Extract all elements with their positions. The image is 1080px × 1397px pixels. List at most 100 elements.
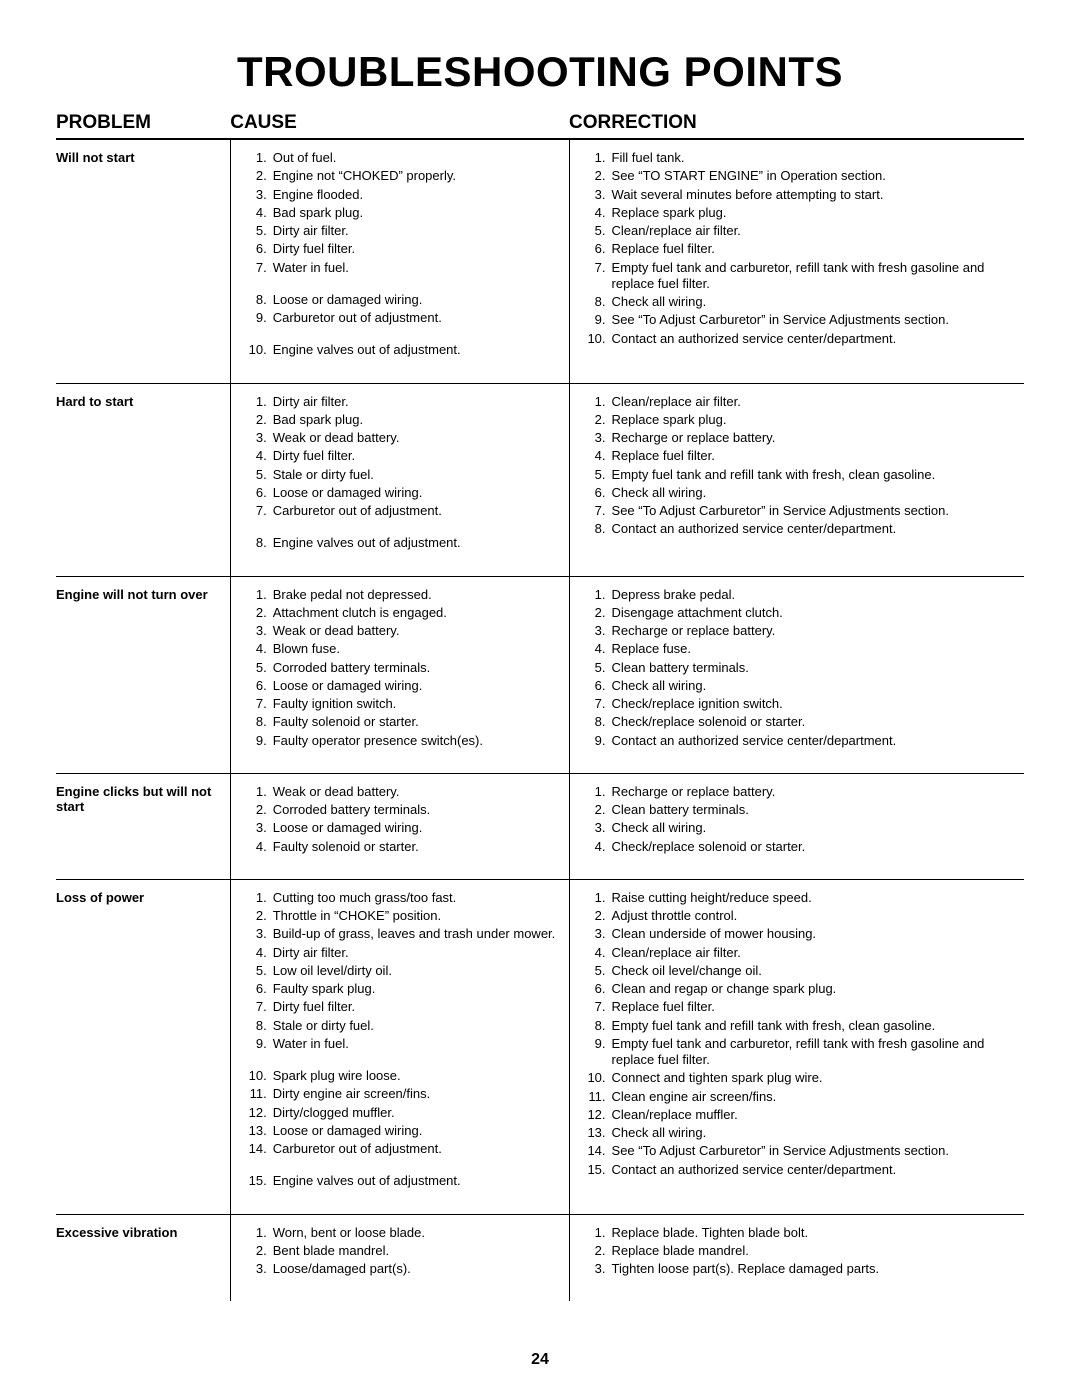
list-item: Cutting too much grass/too fast. — [273, 890, 561, 906]
list-item: Loose or damaged wiring. — [273, 292, 561, 308]
list-item: Weak or dead battery. — [273, 784, 561, 800]
list-item: Contact an authorized service center/dep… — [612, 733, 1016, 749]
list-item: Bad spark plug. — [273, 412, 561, 428]
list-item: Faulty operator presence switch(es). — [273, 733, 561, 749]
list-item: Corroded battery terminals. — [273, 802, 561, 818]
list-item: Clean battery terminals. — [612, 660, 1016, 676]
list-item: Engine valves out of adjustment. — [273, 535, 561, 551]
list-item: Brake pedal not depressed. — [273, 587, 561, 603]
header-problem: PROBLEM — [56, 108, 230, 139]
list-item: Check all wiring. — [612, 485, 1016, 501]
list-item: Build-up of grass, leaves and trash unde… — [273, 926, 561, 942]
list-item: Clean/replace muffler. — [612, 1107, 1016, 1123]
problem-cell: Engine clicks but will not start — [56, 773, 230, 879]
list-item: Replace fuel filter. — [612, 241, 1016, 257]
problem-cell: Loss of power — [56, 879, 230, 1214]
cause-cell: Out of fuel. Engine not “CHOKED” properly… — [230, 139, 569, 383]
table-row: Will not start Out of fuel. Engine not “CH… — [56, 139, 1024, 383]
list-item: Replace blade mandrel. — [612, 1243, 1016, 1259]
list-item: Bad spark plug. — [273, 205, 561, 221]
page-title: TROUBLESHOOTING POINTS — [56, 48, 1024, 96]
correction-cell: Clean/replace air filter.Replace spark p… — [569, 383, 1024, 576]
list-item: Out of fuel. — [273, 150, 561, 166]
list-item: Corroded battery terminals. — [273, 660, 561, 676]
list-item: Check all wiring. — [612, 820, 1016, 836]
list-item: Check/replace solenoid or starter. — [612, 839, 1016, 855]
list-item: Clean underside of mower housing. — [612, 926, 1016, 942]
list-item: Recharge or replace battery. — [612, 430, 1016, 446]
problem-cell: Engine will not turn over — [56, 576, 230, 773]
table-row: Engine will not turn overBrake pedal not… — [56, 576, 1024, 773]
list-item: Check all wiring. — [612, 1125, 1016, 1141]
list-item: Bent blade mandrel. — [273, 1243, 561, 1259]
list-item: Blown fuse. — [273, 641, 561, 657]
list-item: Clean/replace air filter. — [612, 223, 1016, 239]
cause-cell: Dirty air filter.Bad spark plug.Weak or … — [230, 383, 569, 576]
problem-cell: Hard to start — [56, 383, 230, 576]
table-header-row: PROBLEM CAUSE CORRECTION — [56, 108, 1024, 139]
list-item: Wait several minutes before attempting t… — [612, 187, 1016, 203]
list-item: Water in fuel. — [273, 260, 561, 276]
list-item: Clean battery terminals. — [612, 802, 1016, 818]
list-item: Check all wiring. — [612, 294, 1016, 310]
list-item: Empty fuel tank and carburetor, refill t… — [612, 1036, 1016, 1069]
table-row: Excessive vibrationWorn, bent or loose b… — [56, 1214, 1024, 1301]
header-correction: CORRECTION — [569, 108, 1024, 139]
list-item: Clean/replace air filter. — [612, 945, 1016, 961]
list-item: Dirty engine air screen/fins. — [273, 1086, 561, 1102]
list-item: Check/replace solenoid or starter. — [612, 714, 1016, 730]
table-row: Loss of powerCutting too much grass/too … — [56, 879, 1024, 1214]
cause-cell: Worn, bent or loose blade. Bent blade man… — [230, 1214, 569, 1301]
header-cause: CAUSE — [230, 108, 569, 139]
list-item: Adjust throttle control. — [612, 908, 1016, 924]
list-item: Carburetor out of adjustment. — [273, 310, 561, 326]
correction-cell: Raise cutting height/reduce speed. Adjust… — [569, 879, 1024, 1214]
list-item: See “TO START ENGINE” in Operation secti… — [612, 168, 1016, 184]
page: TROUBLESHOOTING POINTS PROBLEM CAUSE COR… — [0, 0, 1080, 1397]
list-item: Disengage attachment clutch. — [612, 605, 1016, 621]
list-item: Weak or dead battery. — [273, 623, 561, 639]
cause-cell: Cutting too much grass/too fast.Throttle… — [230, 879, 569, 1214]
list-item: Tighten loose part(s). Replace damaged p… — [612, 1261, 1016, 1277]
list-item: Engine valves out of adjustment. — [273, 342, 561, 358]
list-item: Stale or dirty fuel. — [273, 467, 561, 483]
list-item: Replace fuel filter. — [612, 999, 1016, 1015]
troubleshooting-table: PROBLEM CAUSE CORRECTION Will not startO… — [56, 108, 1024, 1301]
list-item: Empty fuel tank and refill tank with fre… — [612, 1018, 1016, 1034]
list-item: See “To Adjust Carburetor” in Service Ad… — [612, 1143, 1016, 1159]
list-item: Dirty air filter. — [273, 394, 561, 410]
list-item: Recharge or replace battery. — [612, 784, 1016, 800]
list-item: Faulty spark plug. — [273, 981, 561, 997]
list-item: Depress brake pedal. — [612, 587, 1016, 603]
list-item: Replace fuel filter. — [612, 448, 1016, 464]
list-item: Dirty fuel filter. — [273, 999, 561, 1015]
list-item: Contact an authorized service center/dep… — [612, 331, 1016, 347]
correction-cell: Recharge or replace battery. Clean batter… — [569, 773, 1024, 879]
list-item: Replace fuse. — [612, 641, 1016, 657]
list-item: Engine valves out of adjustment. — [273, 1173, 561, 1189]
list-item: Faulty solenoid or starter. — [273, 714, 561, 730]
list-item: Clean and regap or change spark plug. — [612, 981, 1016, 997]
list-item: Replace spark plug. — [612, 412, 1016, 428]
list-item: Engine flooded. — [273, 187, 561, 203]
list-item: Engine not “CHOKED” properly. — [273, 168, 561, 184]
problem-cell: Excessive vibration — [56, 1214, 230, 1301]
list-item: Attachment clutch is engaged. — [273, 605, 561, 621]
list-item: Worn, bent or loose blade. — [273, 1225, 561, 1241]
list-item: Dirty air filter. — [273, 223, 561, 239]
list-item: Empty fuel tank and carburetor, refill t… — [612, 260, 1016, 293]
list-item: Check oil level/change oil. — [612, 963, 1016, 979]
list-item: Contact an authorized service center/dep… — [612, 1162, 1016, 1178]
list-item: Carburetor out of adjustment. — [273, 503, 561, 519]
list-item: Raise cutting height/reduce speed. — [612, 890, 1016, 906]
list-item: Spark plug wire loose. — [273, 1068, 561, 1084]
list-item: Check/replace ignition switch. — [612, 696, 1016, 712]
list-item: Empty fuel tank and refill tank with fre… — [612, 467, 1016, 483]
problem-cell: Will not start — [56, 139, 230, 383]
table-row: Engine clicks but will not start Weak or … — [56, 773, 1024, 879]
list-item: Loose or damaged wiring. — [273, 485, 561, 501]
list-item: Dirty fuel filter. — [273, 448, 561, 464]
cause-cell: Brake pedal not depressed. Attachment clu… — [230, 576, 569, 773]
list-item: See “To Adjust Carburetor” in Service Ad… — [612, 503, 1016, 519]
correction-cell: Replace blade. Tighten blade bolt.Replac… — [569, 1214, 1024, 1301]
